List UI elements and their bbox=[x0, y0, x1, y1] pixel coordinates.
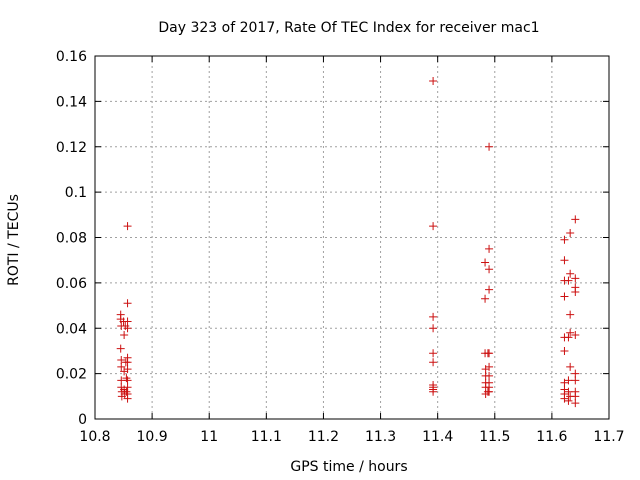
data-point bbox=[571, 331, 580, 340]
data-point bbox=[560, 378, 569, 387]
y-tick-label: 0.12 bbox=[56, 140, 87, 156]
x-axis-label: GPS time / hours bbox=[290, 459, 407, 475]
data-point bbox=[429, 358, 438, 367]
data-point bbox=[566, 362, 575, 371]
data-point bbox=[117, 356, 126, 365]
data-point bbox=[571, 215, 580, 224]
axis-ticks: 10.8 10.9 11 11.1 11.2 11.3 11.4 11.5 11.6 11.7 0 0… bbox=[56, 49, 625, 445]
data-point bbox=[429, 312, 438, 321]
data-point bbox=[571, 399, 580, 408]
x-tick-label: 11.7 bbox=[593, 429, 624, 445]
chart-title: Day 323 of 2017, Rate Of TEC Index for r… bbox=[158, 20, 539, 36]
x-tick-label: 10.9 bbox=[137, 429, 168, 445]
y-tick-label: 0.02 bbox=[56, 367, 87, 383]
data-point bbox=[485, 244, 494, 253]
data-point bbox=[560, 346, 569, 355]
data-point bbox=[121, 321, 130, 330]
x-tick-label: 11.5 bbox=[479, 429, 510, 445]
data-point bbox=[481, 365, 490, 374]
data-point bbox=[123, 317, 132, 326]
x-tick-label: 11 bbox=[200, 429, 218, 445]
data-point bbox=[123, 383, 132, 392]
data-point bbox=[122, 387, 131, 396]
x-tick-label: 11.4 bbox=[422, 429, 453, 445]
data-point bbox=[571, 274, 580, 283]
x-tick-label: 11.1 bbox=[251, 429, 282, 445]
data-point bbox=[481, 258, 490, 267]
data-point bbox=[485, 285, 494, 294]
data-point bbox=[566, 228, 575, 237]
data-point bbox=[560, 256, 569, 265]
data-point bbox=[123, 324, 132, 333]
data-point bbox=[566, 269, 575, 278]
y-axis-label: ROTI / TECUs bbox=[6, 194, 22, 286]
data-point bbox=[116, 344, 125, 353]
data-point bbox=[571, 392, 580, 401]
data-point bbox=[429, 324, 438, 333]
data-points bbox=[116, 76, 580, 408]
data-point bbox=[122, 374, 131, 383]
data-point bbox=[429, 222, 438, 231]
data-point bbox=[117, 362, 126, 371]
data-point bbox=[485, 265, 494, 274]
y-tick-label: 0.04 bbox=[56, 321, 87, 337]
data-point bbox=[485, 387, 494, 396]
data-point bbox=[123, 376, 132, 385]
y-tick-label: 0 bbox=[78, 412, 87, 428]
y-tick-label: 0.06 bbox=[56, 276, 87, 292]
y-tick-label: 0.08 bbox=[56, 231, 87, 247]
data-point bbox=[571, 376, 580, 385]
x-tick-label: 11.2 bbox=[308, 429, 339, 445]
data-point bbox=[120, 331, 129, 340]
data-point bbox=[123, 365, 132, 374]
plot-frame bbox=[94, 55, 610, 420]
data-point bbox=[485, 362, 494, 371]
y-tick-label: 0.16 bbox=[56, 49, 87, 65]
data-point bbox=[571, 287, 580, 296]
x-tick-label: 10.8 bbox=[79, 429, 110, 445]
data-point bbox=[123, 222, 132, 231]
y-tick-label: 0.14 bbox=[56, 94, 87, 110]
data-point bbox=[429, 387, 438, 396]
data-point bbox=[564, 396, 573, 405]
data-point bbox=[571, 369, 580, 378]
data-point bbox=[560, 394, 569, 403]
data-point bbox=[566, 310, 575, 319]
data-point bbox=[123, 299, 132, 308]
x-tick-label: 11.6 bbox=[536, 429, 567, 445]
data-point bbox=[560, 292, 569, 301]
data-point bbox=[564, 276, 573, 285]
data-point bbox=[564, 376, 573, 385]
x-tick-label: 11.3 bbox=[365, 429, 396, 445]
data-point bbox=[566, 328, 575, 337]
data-point bbox=[481, 294, 490, 303]
data-point bbox=[429, 76, 438, 85]
data-point bbox=[564, 387, 573, 396]
data-point bbox=[485, 349, 494, 358]
data-point bbox=[123, 394, 132, 403]
data-point bbox=[564, 333, 573, 342]
data-point bbox=[560, 235, 569, 244]
data-point bbox=[481, 390, 490, 399]
data-point bbox=[429, 349, 438, 358]
y-tick-label: 0.1 bbox=[65, 185, 87, 201]
data-point bbox=[123, 358, 132, 367]
grid-lines bbox=[95, 56, 609, 419]
data-point bbox=[485, 142, 494, 151]
data-point bbox=[485, 371, 494, 380]
